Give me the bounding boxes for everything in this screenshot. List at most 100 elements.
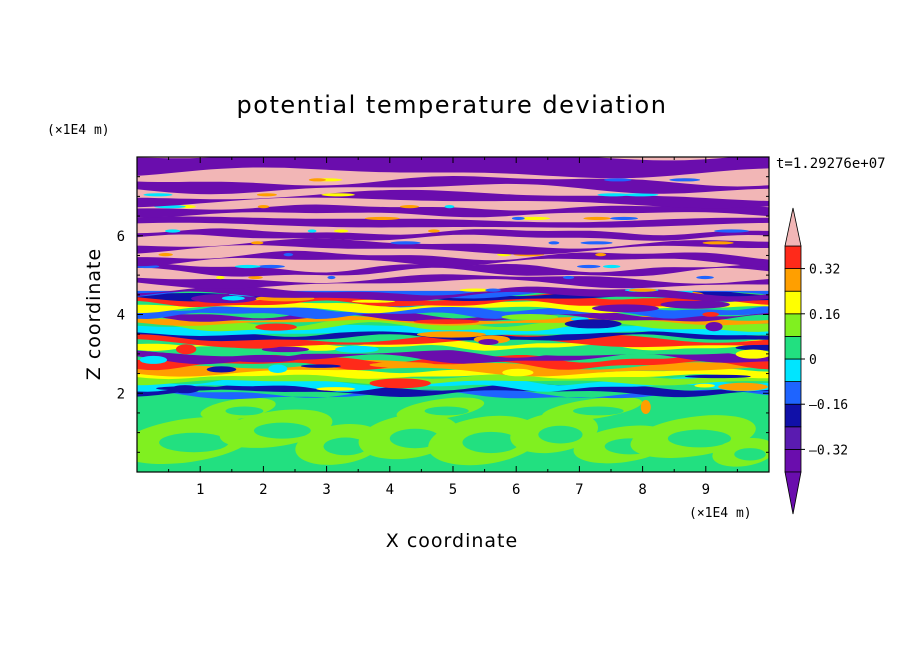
x-tick-label: 6 bbox=[512, 482, 520, 498]
mixed-band bbox=[137, 368, 769, 380]
x-unit-label: (×1E4 m) bbox=[689, 506, 752, 521]
colorbar-segment bbox=[784, 448, 802, 473]
purple-layer bbox=[137, 250, 769, 267]
colorbar-extend-max bbox=[784, 207, 802, 247]
layer-accent bbox=[603, 264, 621, 269]
x-axis-label: X coordinate bbox=[386, 530, 518, 552]
x-tick-label: 3 bbox=[322, 482, 330, 498]
layer-accent bbox=[597, 193, 630, 197]
layer-accent bbox=[610, 216, 638, 221]
purple-layer bbox=[137, 189, 769, 209]
layer-accent bbox=[702, 241, 734, 245]
swirl-core bbox=[462, 431, 520, 454]
y-unit-label: (×1E4 m) bbox=[47, 123, 110, 138]
colorbar-segment bbox=[784, 358, 802, 383]
layer-accent bbox=[489, 153, 515, 156]
mixed-blob bbox=[478, 339, 499, 345]
mixed-blob bbox=[261, 346, 310, 353]
layer-accent bbox=[696, 275, 714, 280]
purple-layer bbox=[137, 204, 769, 218]
mixed-blob bbox=[502, 368, 534, 377]
x-tick-label: 5 bbox=[449, 482, 457, 498]
mixed-blob bbox=[718, 382, 768, 391]
colorbar-segment bbox=[784, 381, 802, 405]
layer-accent bbox=[321, 193, 355, 197]
mixed-band bbox=[137, 333, 769, 348]
mixed-blob bbox=[175, 344, 197, 355]
swirl-core bbox=[667, 429, 732, 448]
x-tick-label: 7 bbox=[575, 482, 583, 498]
purple-layer bbox=[137, 274, 769, 289]
mixed-blob bbox=[139, 355, 168, 364]
layer-accent bbox=[604, 178, 632, 182]
purple-layer bbox=[137, 238, 769, 255]
layer-accent bbox=[669, 178, 701, 182]
purple-layer bbox=[137, 216, 769, 228]
mixed-blob bbox=[413, 319, 479, 324]
layer-accent bbox=[519, 216, 551, 221]
mixed-blob bbox=[735, 344, 769, 351]
colorbar-segment bbox=[784, 335, 802, 360]
x-tick-label: 2 bbox=[259, 482, 267, 498]
mixed-blob bbox=[206, 366, 237, 373]
swirl-core bbox=[253, 422, 311, 439]
x-tick-label: 9 bbox=[702, 482, 710, 498]
mixed-blob bbox=[255, 323, 297, 331]
mixed-blob bbox=[221, 295, 245, 301]
mixed-blob bbox=[501, 313, 559, 320]
layer-accent bbox=[595, 253, 607, 257]
purple-layer bbox=[137, 285, 769, 302]
layer-accent bbox=[628, 288, 657, 292]
mixed-band bbox=[137, 344, 769, 357]
y-axis-label: Z coordinate bbox=[83, 248, 105, 380]
colorbar-segment bbox=[784, 313, 802, 337]
colorbar-segment bbox=[784, 268, 802, 292]
x-tick-label: 8 bbox=[638, 482, 646, 498]
layer-accent bbox=[635, 153, 644, 156]
swirl-core bbox=[734, 448, 766, 461]
swirl-core bbox=[424, 406, 469, 416]
layer-accent bbox=[511, 216, 525, 221]
mixed-blob bbox=[735, 349, 769, 359]
x-tick-label: 4 bbox=[386, 482, 394, 498]
colorbar-segment bbox=[784, 403, 802, 428]
layer-accent bbox=[308, 178, 326, 182]
colorbar-segment bbox=[784, 245, 802, 270]
mixed-blob bbox=[369, 378, 431, 389]
purple-layer bbox=[137, 228, 769, 241]
layer-accent bbox=[283, 253, 294, 257]
mixed-blob bbox=[316, 387, 356, 391]
y-tick-label: 2 bbox=[117, 386, 125, 402]
colorbar-tick-label: 0.32 bbox=[809, 263, 840, 278]
layer-accent bbox=[577, 264, 601, 269]
swirl-core bbox=[573, 406, 624, 416]
layer-accent bbox=[485, 288, 501, 292]
mixed-blob bbox=[226, 354, 299, 363]
layer-accent bbox=[216, 275, 225, 280]
chart-title: potential temperature deviation bbox=[237, 91, 668, 119]
colorbar-tick-label: –0.16 bbox=[809, 398, 848, 413]
layer-accent bbox=[583, 216, 611, 221]
layer-accent bbox=[661, 153, 692, 156]
mixed-blob bbox=[684, 374, 751, 379]
layer-accent bbox=[459, 288, 492, 292]
mixed-blob bbox=[268, 364, 288, 373]
swirl-core bbox=[225, 406, 264, 416]
mixed-band bbox=[137, 310, 769, 322]
layer-accent bbox=[562, 275, 575, 280]
colorbar-extend-min bbox=[784, 471, 802, 515]
layer-accent bbox=[543, 153, 564, 156]
layer-accent bbox=[334, 229, 349, 233]
x-tick-label: 1 bbox=[196, 482, 204, 498]
mixed-blob bbox=[156, 386, 226, 391]
purple-layer bbox=[137, 157, 769, 179]
heatmap-field bbox=[137, 153, 769, 472]
layer-accent bbox=[390, 241, 421, 245]
layer-accent bbox=[256, 193, 277, 197]
mixed-blob bbox=[351, 299, 396, 303]
colorbar-segment bbox=[784, 290, 802, 315]
swirl-core bbox=[389, 428, 441, 449]
y-tick-label: 4 bbox=[117, 308, 125, 324]
mixed-blob bbox=[694, 383, 715, 388]
